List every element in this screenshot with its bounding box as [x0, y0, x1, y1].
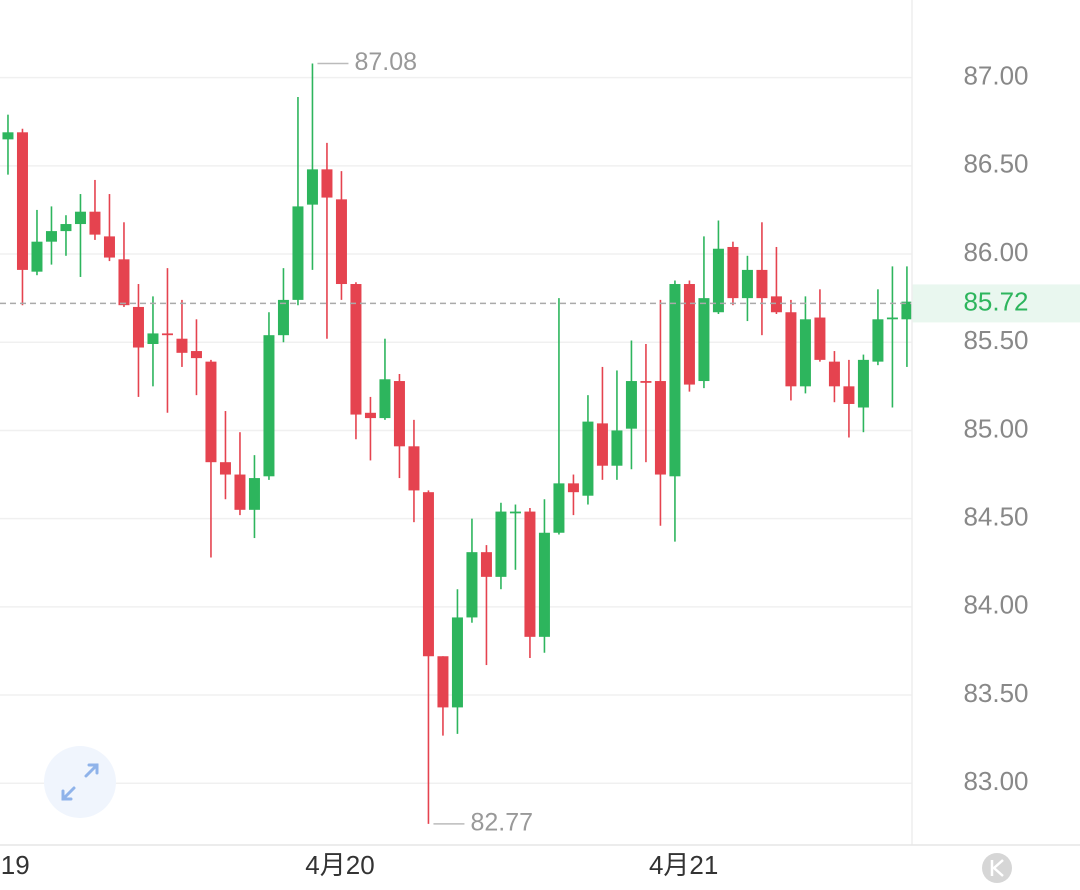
k-icon[interactable] — [990, 859, 1004, 877]
candle-body — [799, 319, 811, 387]
candle-body — [118, 259, 130, 306]
candle-body — [74, 211, 86, 225]
candle-body — [2, 132, 14, 140]
candle-body — [872, 319, 884, 362]
last-price-box — [912, 284, 1080, 323]
candle-body — [828, 361, 840, 387]
y-tick-label: 86.50 — [963, 149, 1028, 179]
y-tick-label: 84.50 — [963, 502, 1028, 532]
candle-body — [277, 299, 289, 336]
candle-body — [292, 206, 304, 300]
y-tick-label: 83.00 — [963, 766, 1028, 796]
candle-body — [161, 333, 173, 336]
candle-body — [756, 269, 768, 299]
candle-body — [364, 412, 376, 419]
candle-body — [770, 296, 782, 313]
candle-body — [248, 478, 260, 510]
y-tick-label: 83.50 — [963, 678, 1028, 708]
candle-body — [335, 199, 347, 285]
y-tick-label: 86.00 — [963, 237, 1028, 267]
candle-body — [596, 423, 608, 466]
candle-body — [190, 351, 202, 359]
candle-body — [147, 333, 159, 344]
y-tick-label: 84.00 — [963, 590, 1028, 620]
candle-body — [422, 492, 434, 657]
candle-body — [524, 511, 536, 637]
candle-body — [683, 284, 695, 385]
y-tick-label: 85.00 — [963, 413, 1028, 443]
candle-body — [727, 246, 739, 299]
candle-body — [408, 446, 420, 491]
candle-body — [480, 552, 492, 577]
candle-body — [321, 169, 333, 198]
candle-body — [60, 224, 72, 232]
k-button[interactable] — [982, 853, 1012, 883]
candle-body — [306, 169, 318, 205]
candle-body — [582, 421, 594, 496]
candle-body — [567, 483, 579, 493]
x-tick-label: 4月20 — [305, 850, 374, 880]
plot: 83.00 83.50 84.00 84.50 85.00 85.50 86.00 86.50… — [0, 48, 1080, 880]
candle-body — [103, 236, 115, 258]
x-tick-label: 19 — [1, 850, 30, 880]
k-button-bg[interactable] — [982, 853, 1012, 883]
candle-body — [741, 269, 753, 299]
candle-body — [451, 617, 463, 708]
candle-body — [625, 381, 637, 429]
candle-body — [654, 381, 666, 475]
candle-body — [901, 301, 913, 320]
candle-body — [814, 317, 826, 360]
candle-body — [45, 231, 57, 242]
candle-body — [466, 552, 478, 618]
candle-body — [509, 511, 521, 514]
candle-body — [176, 338, 188, 353]
candle-body — [785, 312, 797, 387]
candle-body — [495, 511, 507, 577]
candle-body — [205, 361, 217, 463]
candle-body — [263, 335, 275, 477]
low-label: 82.77 — [470, 808, 533, 836]
candle-body — [132, 306, 144, 348]
candle-body — [234, 474, 246, 510]
x-tick-label: 4月21 — [649, 850, 718, 880]
candle-body — [611, 430, 623, 466]
expand-icon[interactable] — [61, 763, 99, 801]
candle-body — [857, 359, 869, 408]
y-tick-label: 87.00 — [963, 60, 1028, 90]
candle-body — [219, 462, 231, 475]
candle-body — [350, 284, 362, 415]
candle-body — [379, 379, 391, 419]
candle-body — [393, 381, 405, 447]
candle-body — [640, 381, 652, 383]
candle-body — [886, 317, 898, 320]
candle-body — [669, 284, 681, 477]
candle-body — [538, 532, 550, 637]
last-price-label: 85.72 — [963, 286, 1028, 316]
high-label: 87.08 — [354, 48, 417, 76]
candle-body — [89, 211, 101, 235]
candle-body — [31, 241, 43, 272]
candle-body — [553, 483, 565, 533]
candle-body — [843, 386, 855, 404]
expand-button-bg[interactable] — [44, 746, 116, 818]
candle-body — [698, 298, 710, 382]
expand-button[interactable] — [44, 746, 116, 818]
candle-body — [16, 132, 28, 270]
candle-body — [437, 656, 449, 708]
y-tick-label: 85.50 — [963, 325, 1028, 355]
candle-body — [712, 248, 724, 313]
